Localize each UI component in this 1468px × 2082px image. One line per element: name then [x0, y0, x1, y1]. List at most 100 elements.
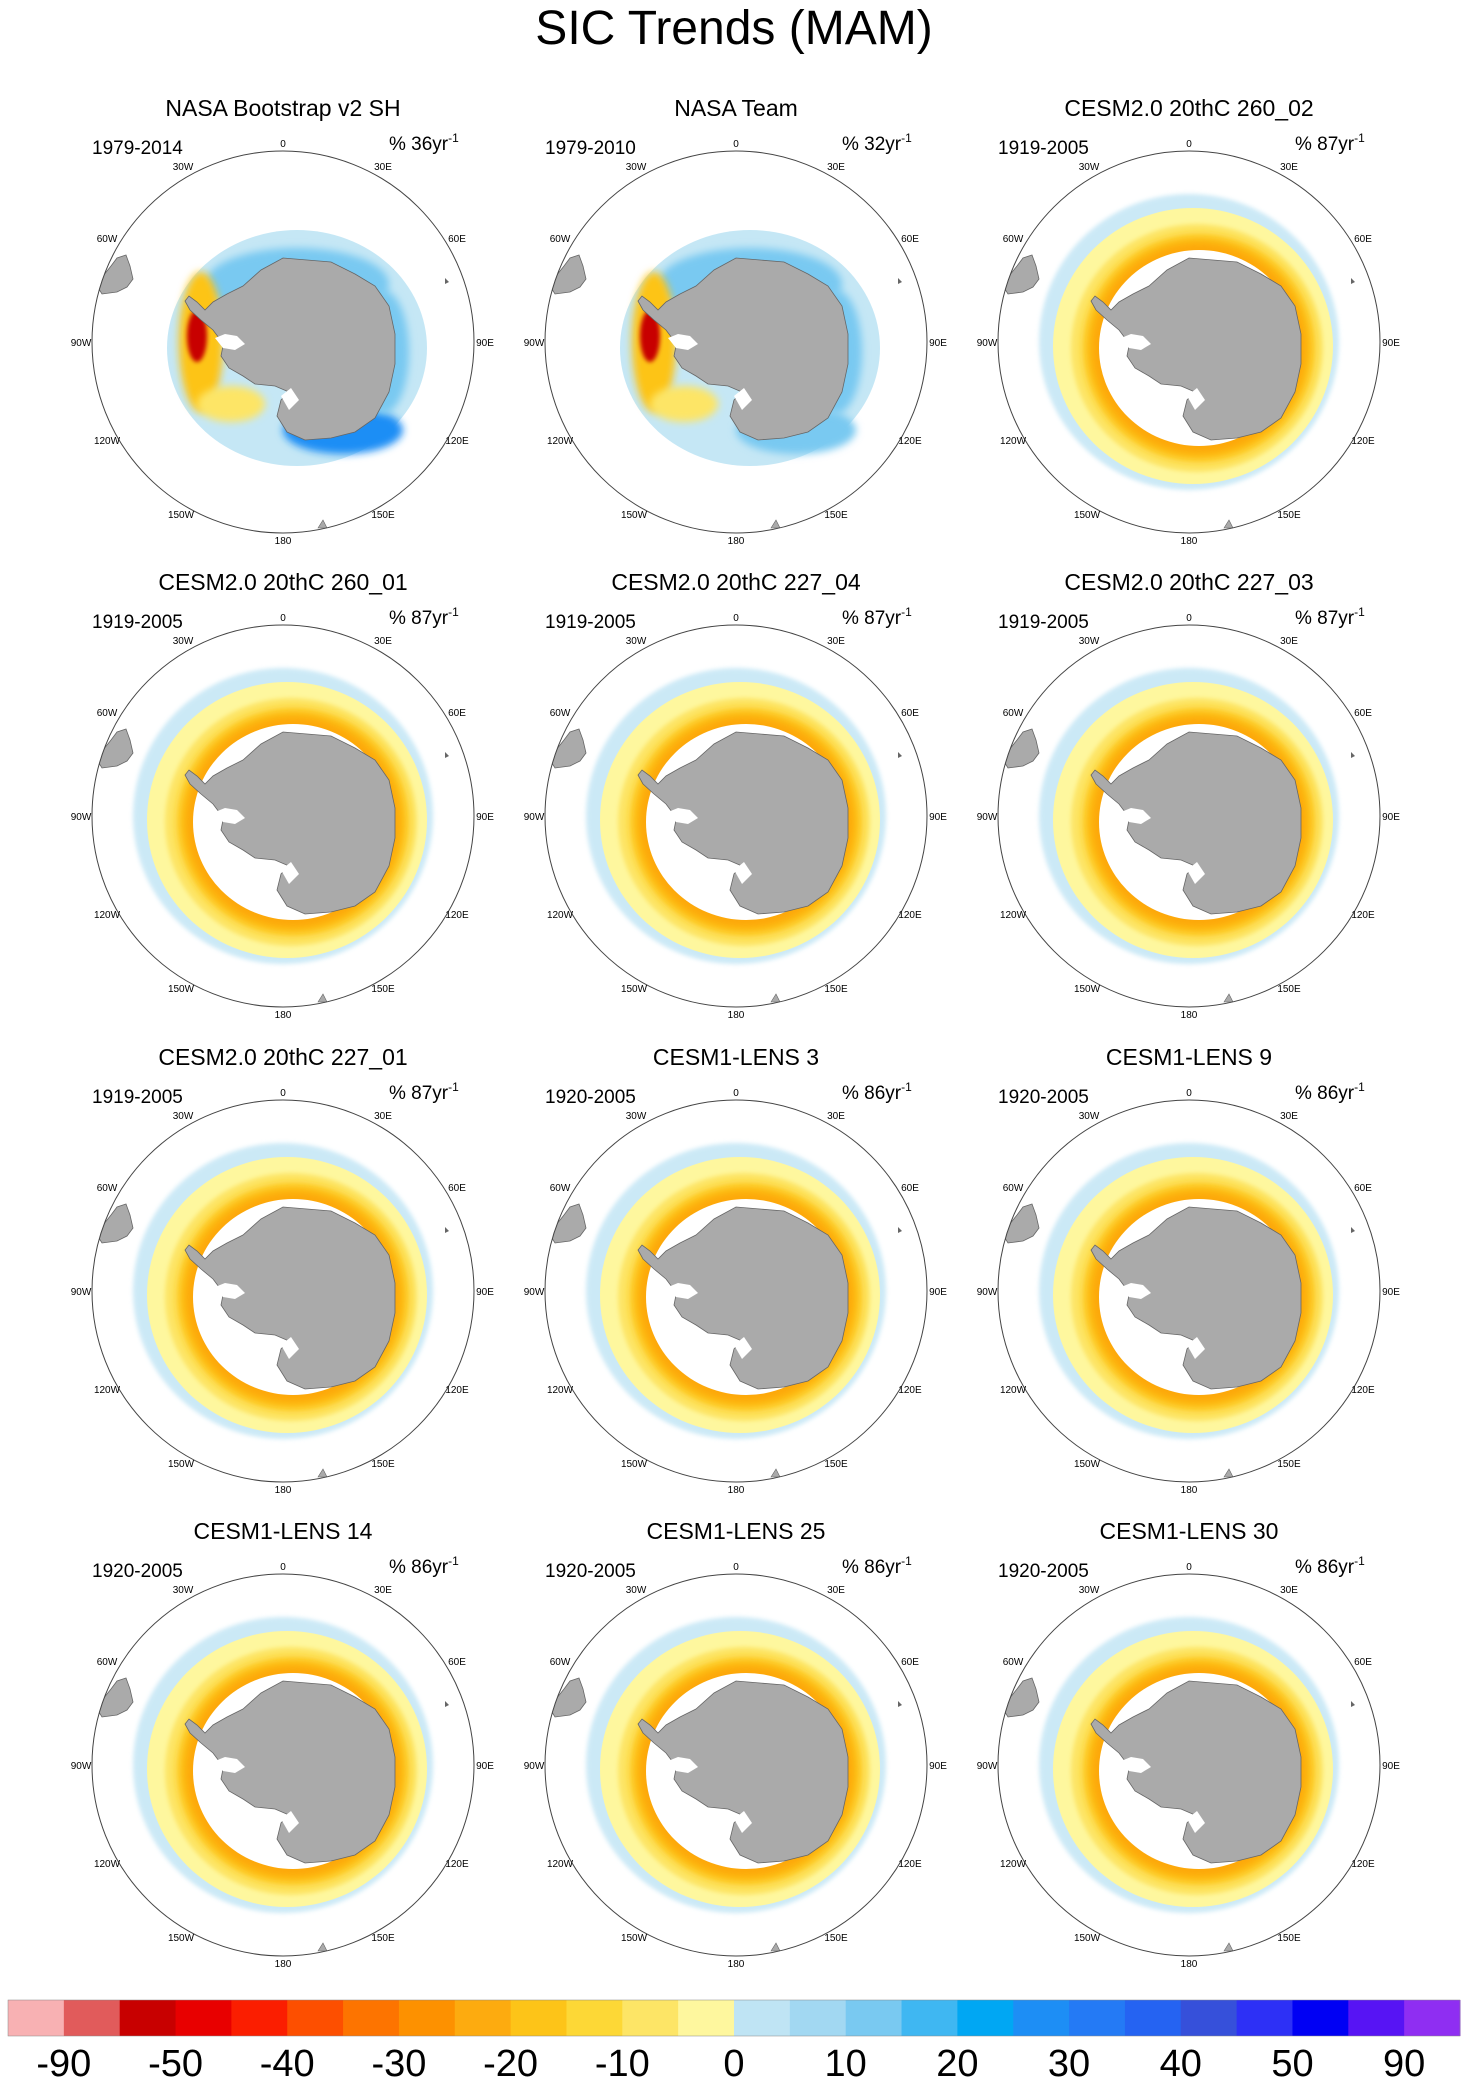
- longitude-label: 60E: [448, 234, 466, 245]
- colorbar-swatch: [789, 2000, 847, 2036]
- longitude-label: 150W: [1074, 510, 1101, 521]
- longitude-label: 60W: [1003, 708, 1024, 719]
- longitude-label: 0: [1186, 1088, 1192, 1099]
- longitude-label: 60E: [1354, 234, 1372, 245]
- colorbar-tick-label: 90: [1383, 2043, 1425, 2082]
- sic-field: [92, 1100, 474, 1482]
- panel-rate-label: % 87yr-1: [389, 605, 459, 629]
- longitude-label: 150E: [824, 1933, 848, 1944]
- longitude-label: 120W: [547, 1385, 574, 1396]
- longitude-label: 60W: [550, 708, 571, 719]
- panel-title: CESM2.0 20thC 227_04: [611, 569, 861, 595]
- longitude-label: 180: [728, 1010, 745, 1021]
- map-panel: NASA Team 1979-2010 % 32yr-1 0 30E 60E 90E 120E…: [524, 95, 948, 547]
- colorbar-tick-label: 0: [723, 2043, 744, 2082]
- map-panel: CESM1-LENS 14 1920-2005 % 86yr-1 0 30E 60E 90E…: [71, 1518, 495, 1970]
- colorbar-swatch: [1348, 2000, 1405, 2036]
- panel-period: 1920-2005: [998, 1087, 1089, 1108]
- longitude-label: 150E: [824, 510, 848, 521]
- longitude-label: 60E: [448, 1657, 466, 1668]
- longitude-label: 120W: [547, 1859, 574, 1870]
- colorbar-swatch: [175, 2000, 232, 2036]
- longitude-label: 60W: [550, 1183, 571, 1194]
- longitude-label: 30E: [1280, 1585, 1298, 1596]
- panel-title: CESM1-LENS 25: [647, 1518, 826, 1544]
- map-boundary: [91, 1573, 475, 1957]
- longitude-label: 120W: [547, 436, 574, 447]
- panel-period: 1920-2005: [545, 1087, 636, 1108]
- colorbar-swatch: [622, 2000, 679, 2036]
- longitude-label: 120E: [898, 1385, 922, 1396]
- longitude-label: 120E: [445, 436, 469, 447]
- panel-rate-label: % 87yr-1: [842, 605, 912, 629]
- colorbar-swatch: [510, 2000, 567, 2036]
- panel-title: CESM2.0 20thC 260_02: [1064, 95, 1313, 121]
- colorbar-swatch: [8, 2000, 65, 2036]
- colorbar-swatch: [231, 2000, 288, 2036]
- colorbar-swatch: [398, 2000, 456, 2036]
- longitude-label: 30E: [1280, 636, 1298, 647]
- longitude-label: 180: [1181, 1010, 1198, 1021]
- longitude-label: 60E: [448, 1183, 466, 1194]
- longitude-label: 90E: [476, 812, 494, 823]
- longitude-label: 150W: [621, 1459, 648, 1470]
- sic-field: [545, 151, 927, 533]
- longitude-label: 90W: [71, 1287, 92, 1298]
- longitude-label: 30E: [827, 162, 845, 173]
- colorbar-tick-label: 40: [1160, 2043, 1202, 2082]
- longitude-label: 150E: [371, 1459, 395, 1470]
- panel-title: NASA Team: [674, 95, 798, 121]
- longitude-label: 150W: [1074, 1933, 1101, 1944]
- colorbar-swatch: [957, 2000, 1014, 2036]
- panel-period: 1919-2005: [92, 612, 183, 633]
- longitude-label: 0: [280, 1088, 286, 1099]
- colorbar-tick-label: -30: [371, 2043, 426, 2082]
- longitude-label: 30W: [173, 636, 194, 647]
- longitude-label: 150W: [168, 1933, 195, 1944]
- longitude-label: 60E: [1354, 708, 1372, 719]
- longitude-label: 90W: [71, 1761, 92, 1772]
- panel-title: CESM1-LENS 3: [653, 1044, 819, 1070]
- panel-period: 1979-2010: [545, 138, 636, 159]
- longitude-label: 150W: [621, 984, 648, 995]
- longitude-label: 180: [275, 1959, 292, 1970]
- longitude-label: 90W: [977, 338, 998, 349]
- longitude-label: 120E: [445, 1859, 469, 1870]
- panel-period: 1919-2005: [998, 138, 1089, 159]
- longitude-label: 60W: [1003, 1657, 1024, 1668]
- longitude-label: 120E: [1351, 1385, 1375, 1396]
- longitude-label: 150W: [168, 510, 195, 521]
- panel-period: 1920-2005: [998, 1561, 1089, 1582]
- longitude-label: 180: [1181, 536, 1198, 547]
- longitude-label: 150E: [371, 510, 395, 521]
- longitude-label: 180: [728, 536, 745, 547]
- longitude-label: 120E: [1351, 436, 1375, 447]
- longitude-label: 90W: [977, 812, 998, 823]
- longitude-label: 60W: [97, 1657, 118, 1668]
- longitude-label: 0: [1186, 613, 1192, 624]
- colorbar-tick-label: 50: [1271, 2043, 1313, 2082]
- longitude-label: 180: [728, 1959, 745, 1970]
- longitude-label: 30W: [1079, 1585, 1100, 1596]
- longitude-label: 120E: [898, 436, 922, 447]
- map-boundary: [997, 624, 1381, 1008]
- longitude-label: 150W: [621, 1933, 648, 1944]
- longitude-label: 60E: [448, 708, 466, 719]
- map-boundary: [544, 1099, 928, 1483]
- map-boundary: [91, 150, 475, 534]
- panel-period: 1919-2005: [998, 612, 1089, 633]
- longitude-label: 120E: [898, 910, 922, 921]
- panel-title: CESM1-LENS 30: [1100, 1518, 1279, 1544]
- panel-title: CESM2.0 20thC 227_03: [1064, 569, 1313, 595]
- longitude-label: 60W: [550, 1657, 571, 1668]
- panel-title: CESM2.0 20thC 260_01: [158, 569, 407, 595]
- panel-title: CESM1-LENS 9: [1106, 1044, 1272, 1070]
- map-panel: CESM1-LENS 30 1920-2005 % 86yr-1 0 30E 60E 90E…: [977, 1518, 1401, 1970]
- longitude-label: 120W: [1000, 1859, 1027, 1870]
- longitude-label: 30W: [173, 1585, 194, 1596]
- panel-rate-label: % 87yr-1: [1295, 131, 1365, 155]
- map-boundary: [544, 150, 928, 534]
- longitude-label: 60E: [901, 1657, 919, 1668]
- panel-rate-label: % 86yr-1: [842, 1554, 912, 1578]
- colorbar: -90 -50 -40 -30 -20 -10 0 10 20 30 40 50 90: [7, 1999, 1461, 2082]
